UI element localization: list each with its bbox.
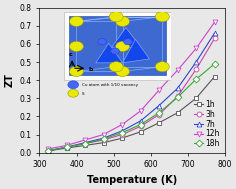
1h — [139, 131, 142, 133]
Line: 12h: 12h — [46, 20, 217, 151]
18h — [158, 112, 160, 114]
1h — [46, 150, 49, 152]
1h — [158, 122, 160, 124]
18h — [139, 123, 142, 126]
7h — [176, 87, 179, 89]
1h — [213, 75, 216, 78]
3h — [213, 37, 216, 40]
18h — [84, 143, 86, 145]
12h — [139, 110, 142, 112]
12h — [102, 133, 105, 136]
18h — [195, 78, 198, 80]
1h — [176, 112, 179, 114]
Line: 7h: 7h — [46, 31, 217, 153]
3h — [46, 150, 49, 152]
3h — [139, 125, 142, 128]
7h — [195, 61, 198, 63]
3h — [102, 139, 105, 141]
12h — [46, 148, 49, 150]
3h — [195, 68, 198, 70]
12h — [158, 89, 160, 91]
7h — [213, 32, 216, 34]
12h — [176, 69, 179, 71]
1h — [195, 97, 198, 99]
3h — [158, 113, 160, 116]
1h — [65, 147, 68, 149]
18h — [121, 132, 123, 134]
18h — [102, 138, 105, 140]
3h — [65, 146, 68, 148]
18h — [213, 63, 216, 65]
12h — [213, 21, 216, 23]
3h — [121, 133, 123, 136]
Y-axis label: ZT: ZT — [4, 73, 14, 87]
Legend: 1h, 3h, 7h, 12h, 18h: 1h, 3h, 7h, 12h, 18h — [194, 99, 221, 149]
X-axis label: Temperature (K): Temperature (K) — [87, 175, 177, 185]
7h — [121, 130, 123, 132]
12h — [65, 144, 68, 146]
18h — [46, 150, 49, 152]
Line: 18h: 18h — [46, 61, 217, 153]
1h — [121, 137, 123, 139]
3h — [176, 95, 179, 98]
12h — [84, 139, 86, 141]
7h — [65, 146, 68, 148]
1h — [102, 142, 105, 144]
Line: 3h: 3h — [46, 36, 217, 153]
7h — [46, 150, 49, 152]
7h — [102, 137, 105, 139]
1h — [84, 144, 86, 146]
7h — [158, 104, 160, 107]
18h — [65, 146, 68, 148]
Line: 1h: 1h — [46, 74, 217, 153]
3h — [84, 143, 86, 145]
7h — [139, 120, 142, 122]
12h — [121, 123, 123, 126]
12h — [195, 47, 198, 50]
18h — [176, 96, 179, 98]
7h — [84, 142, 86, 144]
